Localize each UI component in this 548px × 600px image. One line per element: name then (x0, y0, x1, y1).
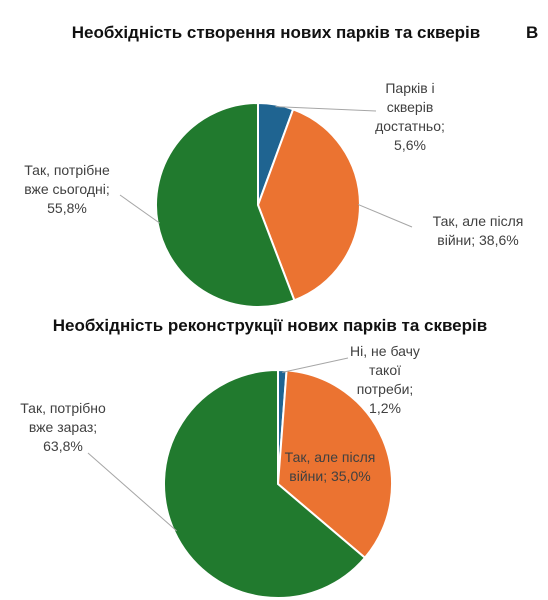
chart-2-title: Необхідність реконструкції нових парків … (53, 316, 487, 335)
chart-2-leader-line-3 (87, 452, 177, 532)
chart-1-slice-label-1: Парків і скверів достатньо; 5,6% (375, 80, 445, 153)
chart-1-slice-label-2-line-1: Так, але після (433, 213, 524, 229)
chart-1-slice-3 (155, 101, 296, 308)
chart-2-slice-label-1-line-1: Ні, не бачу (350, 343, 420, 359)
chart-2-slice-label-1-line-2: такої (369, 362, 401, 378)
chart-1-leader-lines (119, 106, 413, 228)
chart-1-slice-label-1-line-4: 5,6% (394, 137, 426, 153)
chart-2-slice-label-2: Так, але після війни; 35,0% (285, 449, 376, 484)
chart-2-slice-label-2-line-2: війни; 35,0% (289, 468, 370, 484)
chart-1-labels: Парків і скверів достатньо; 5,6% Так, але пі… (24, 80, 523, 248)
chart-2-slice-label-3-line-2: вже зараз; (29, 419, 97, 435)
chart-1-slice-2 (256, 107, 361, 302)
chart-2-leader-lines (87, 357, 349, 532)
chart-1-slice-label-1-line-2: скверів (387, 99, 434, 115)
chart-2-slice-label-3: Так, потрібно вже зараз; 63,8% (20, 400, 106, 454)
chart-1-slices (155, 101, 361, 308)
chart-1-leader-line-2 (357, 203, 413, 228)
chart-2-slice-label-1: Ні, не бачу такої потреби; 1,2% (350, 343, 420, 416)
pie-chart-2: Необхідність реконструкції нових парків … (20, 316, 487, 599)
chart-2-slice-label-1-line-3: потреби; (357, 381, 414, 397)
chart-2-slice-3 (163, 368, 367, 599)
chart-1-slice-label-2: Так, але після війни; 38,6% (433, 213, 524, 248)
chart-1-slice-label-1-line-1: Парків і (385, 80, 434, 96)
chart-1-slice-label-3-line-1: Так, потрібне (24, 162, 110, 178)
chart-1-slice-label-3-line-2: вже сьогодні; (24, 181, 110, 197)
chart-2-slice-2 (276, 369, 393, 560)
pie-chart-1: Необхідність створення нових парків та с… (24, 23, 523, 308)
chart-2-slice-label-3-line-3: 63,8% (43, 438, 83, 454)
chart-2-labels: Ні, не бачу такої потреби; 1,2% Так, але піс… (20, 343, 420, 484)
chart-1-slice-label-3: Так, потрібне вже сьогодні; 55,8% (24, 162, 110, 216)
chart-2-slice-label-1-line-4: 1,2% (369, 400, 401, 416)
chart-1-slice-label-2-line-2: війни; 38,6% (437, 232, 518, 248)
chart-2-leader-line-1 (282, 357, 349, 373)
chart-2-slice-label-3-line-1: Так, потрібно (20, 400, 106, 416)
chart-1-slice-label-1-line-3: достатньо; (375, 118, 445, 134)
corner-mark: В (526, 23, 538, 42)
chart-1-leader-line-1 (275, 106, 377, 112)
chart-1-leader-line-3 (119, 194, 160, 224)
chart-2-slices (163, 368, 393, 599)
chart-2-slice-label-2-line-1: Так, але після (285, 449, 376, 465)
chart-1-slice-label-3-line-3: 55,8% (47, 200, 87, 216)
chart-1-title: Необхідність створення нових парків та с… (72, 23, 480, 42)
